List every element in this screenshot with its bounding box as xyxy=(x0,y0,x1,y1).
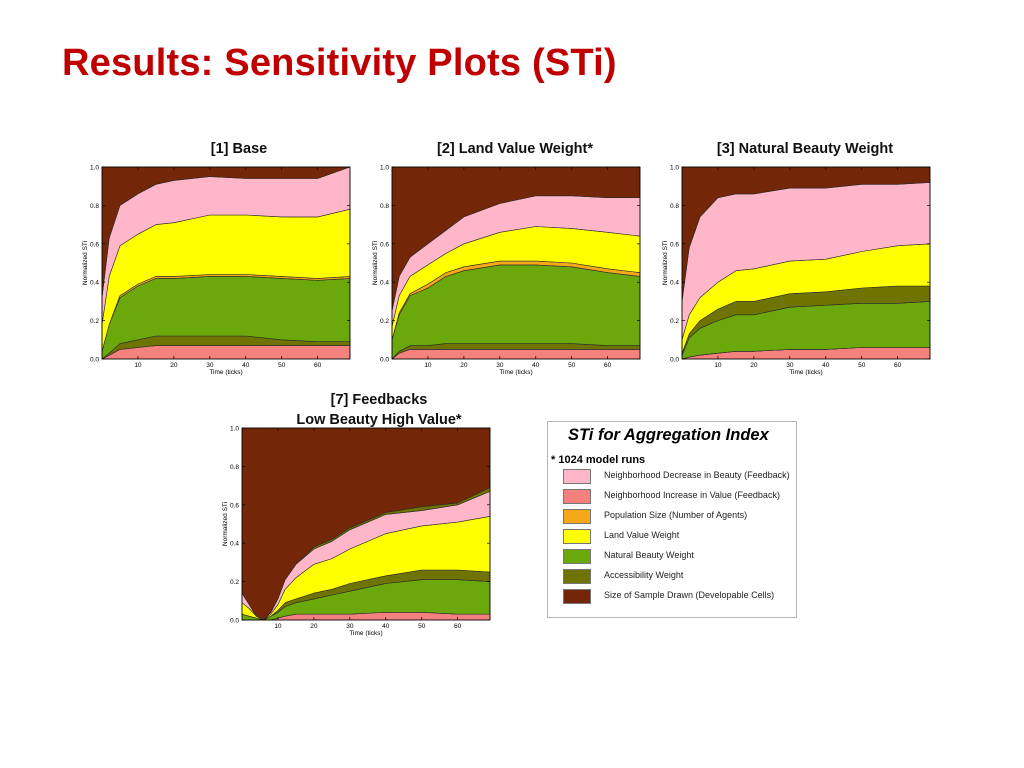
x-tick-label: 10 xyxy=(424,362,432,369)
legend-swatch xyxy=(563,589,591,604)
legend-swatch xyxy=(563,469,591,484)
y-tick-label: 0.8 xyxy=(230,464,239,471)
x-tick-label: 10 xyxy=(714,362,722,369)
plot-frame xyxy=(391,166,641,360)
y-tick-label: 0.8 xyxy=(670,203,679,210)
x-tick-label: 60 xyxy=(604,362,612,369)
legend-swatch xyxy=(563,509,591,524)
y-tick-label: 0.8 xyxy=(380,203,389,210)
y-tick-label: 0.2 xyxy=(90,318,99,325)
legend-swatch xyxy=(563,529,591,544)
chart-land-value: 0.0 0.2 0.4 0.6 0.8 1.0 10 20 30 40 50 60 Time (tick… xyxy=(372,165,641,376)
legend-label: Neighborhood Decrease in Beauty (Feedbac… xyxy=(604,470,790,480)
y-tick-label: 0.4 xyxy=(670,280,679,287)
x-tick-label: 10 xyxy=(274,623,282,630)
chart-base: 0.0 0.2 0.4 0.6 0.8 1.0 10 20 30 40 50 60 Time (tick… xyxy=(82,165,351,376)
legend-note: * 1024 model runs xyxy=(551,454,646,466)
chart-title-land-value: [2] Land Value Weight* xyxy=(436,141,594,157)
area-series xyxy=(391,349,641,360)
chart-feedbacks: 0.0 0.2 0.4 0.6 0.8 1.0 10 20 30 40 50 60 Time (tick… xyxy=(222,426,491,637)
y-tick-label: 0.4 xyxy=(230,541,239,548)
slide-title: Results: Sensitivity Plots (STi) xyxy=(62,42,617,84)
x-axis-label: Time (ticks) xyxy=(499,369,532,376)
x-tick-label: 20 xyxy=(750,362,758,369)
x-tick-label: 40 xyxy=(382,623,390,630)
y-tick-label: 0.2 xyxy=(380,318,389,325)
x-axis-label: Time (ticks) xyxy=(349,630,382,637)
y-tick-label: 0.6 xyxy=(230,502,239,509)
y-tick-label: 0.0 xyxy=(230,618,239,625)
x-tick-label: 50 xyxy=(858,362,866,369)
x-tick-label: 60 xyxy=(454,623,462,630)
legend-swatch xyxy=(563,489,591,504)
legend-label: Population Size (Number of Agents) xyxy=(604,510,748,520)
y-tick-label: 0.6 xyxy=(90,241,99,248)
y-tick-label: 0.2 xyxy=(670,318,679,325)
x-tick-label: 40 xyxy=(242,362,250,369)
chart-title-base: [1] Base xyxy=(210,141,268,157)
y-tick-label: 0.4 xyxy=(90,280,99,287)
chart-natural-beauty: 0.0 0.2 0.4 0.6 0.8 1.0 10 20 30 40 50 60 Time (tick… xyxy=(662,165,931,376)
y-tick-label: 1.0 xyxy=(670,165,679,172)
y-axis-label: Normalized STi xyxy=(372,241,379,285)
x-tick-label: 30 xyxy=(206,362,214,369)
x-tick-label: 60 xyxy=(314,362,322,369)
y-tick-label: 0.0 xyxy=(670,357,679,364)
x-tick-label: 10 xyxy=(134,362,142,369)
x-tick-label: 30 xyxy=(346,623,354,630)
x-tick-label: 40 xyxy=(822,362,830,369)
plot-frame xyxy=(681,166,931,360)
y-tick-label: 0.0 xyxy=(90,357,99,364)
x-tick-label: 40 xyxy=(532,362,540,369)
legend-swatch xyxy=(563,549,591,564)
y-tick-label: 0.2 xyxy=(230,579,239,586)
legend-label: Neighborhood Increase in Value (Feedback… xyxy=(604,490,780,500)
y-tick-label: 1.0 xyxy=(230,426,239,433)
y-tick-label: 0.6 xyxy=(670,241,679,248)
legend-title: STi for Aggregation Index xyxy=(568,426,769,444)
legend-swatch xyxy=(563,569,591,584)
chart-title-natural-beauty: [3] Natural Beauty Weight xyxy=(716,141,894,157)
y-tick-label: 0.0 xyxy=(380,357,389,364)
chart-title-feedbacks: [7] Feedbacks Low Beauty High Value* xyxy=(220,390,538,430)
y-axis-label: Normalized STi xyxy=(222,502,229,546)
x-tick-label: 50 xyxy=(568,362,576,369)
x-tick-label: 20 xyxy=(310,623,318,630)
legend: STi for Aggregation Index * 1024 model r… xyxy=(547,421,797,618)
x-tick-label: 60 xyxy=(894,362,902,369)
x-tick-label: 30 xyxy=(496,362,504,369)
x-axis-label: Time (ticks) xyxy=(209,369,242,376)
legend-label: Natural Beauty Weight xyxy=(604,550,694,560)
y-axis-label: Normalized STi xyxy=(662,241,669,285)
x-axis-label: Time (ticks) xyxy=(789,369,822,376)
x-tick-label: 50 xyxy=(418,623,426,630)
legend-label: Land Value Weight xyxy=(604,530,680,540)
x-tick-label: 20 xyxy=(460,362,468,369)
plot-frame xyxy=(101,166,351,360)
chart-title-feedbacks-line-1: [7] Feedbacks xyxy=(330,392,428,408)
x-tick-label: 20 xyxy=(170,362,178,369)
x-tick-label: 30 xyxy=(786,362,794,369)
x-tick-label: 50 xyxy=(278,362,286,369)
y-tick-label: 0.6 xyxy=(380,241,389,248)
plot-frame xyxy=(241,427,491,621)
legend-label: Size of Sample Drawn (Developable Cells) xyxy=(604,590,775,600)
chart-title-feedbacks-line-2: Low Beauty High Value* xyxy=(296,412,462,428)
legend-label: Accessibility Weight xyxy=(604,570,684,580)
y-tick-label: 1.0 xyxy=(380,165,389,172)
y-tick-label: 1.0 xyxy=(90,165,99,172)
y-tick-label: 0.4 xyxy=(380,280,389,287)
y-tick-label: 0.8 xyxy=(90,203,99,210)
y-axis-label: Normalized STi xyxy=(82,241,89,285)
